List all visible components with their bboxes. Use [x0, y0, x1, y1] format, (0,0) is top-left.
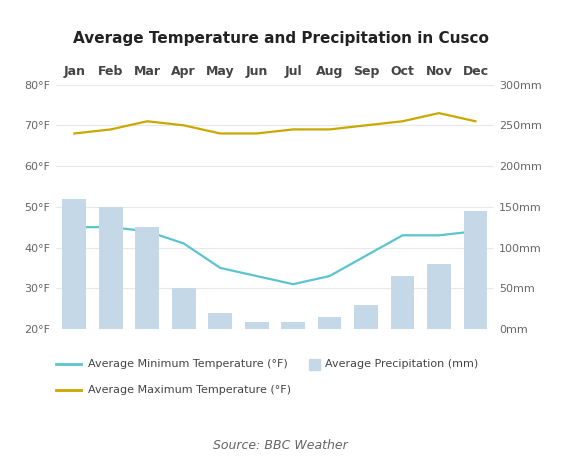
Bar [281, 322, 305, 329]
Bar [135, 227, 159, 329]
Bar [62, 199, 86, 329]
Bar [427, 264, 451, 329]
Bar [99, 207, 123, 329]
Bar [354, 305, 378, 329]
Bar [172, 288, 196, 329]
Bar [390, 276, 415, 329]
Text: Average Minimum Temperature (°F): Average Minimum Temperature (°F) [88, 359, 288, 369]
Bar [318, 317, 342, 329]
Text: Average Precipitation (mm): Average Precipitation (mm) [325, 359, 479, 369]
Bar [208, 313, 232, 329]
Text: Average Temperature and Precipitation in Cusco: Average Temperature and Precipitation in… [72, 31, 489, 46]
Text: Average Maximum Temperature (°F): Average Maximum Temperature (°F) [88, 385, 291, 395]
Text: Source: BBC Weather: Source: BBC Weather [213, 439, 348, 452]
Bar [245, 322, 269, 329]
Bar [463, 211, 488, 329]
